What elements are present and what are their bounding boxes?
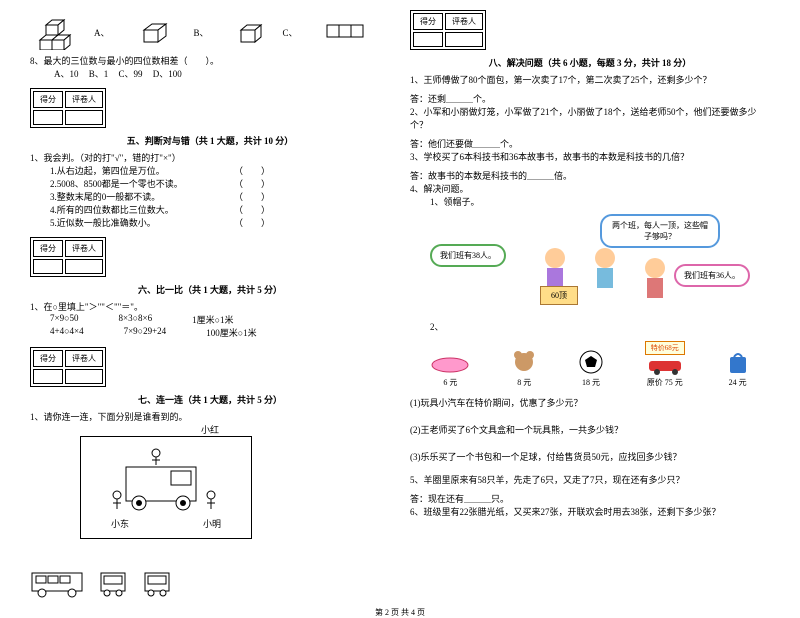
c3: 1厘米○1米	[192, 313, 233, 326]
sec7-lead: 1、请你连一连，下面分别是谁看到的。	[30, 410, 390, 423]
scene-box: 小东 小明	[80, 436, 252, 539]
q6: 6、班级里有22张腊光纸，又买来27张，开联欢会时用去38张，还剩下多少张？	[410, 505, 770, 518]
cube-b	[138, 20, 174, 44]
sec6-lead: 1、在○里填上"＞""＜""＝"。	[30, 300, 390, 313]
sec6-title: 六、比一比（共 1 大题，共计 5 分）	[30, 283, 390, 296]
right-col: 得分评卷人 八、解决问题（共 6 小题，每题 3 分，共计 18 分） 1、王师…	[400, 10, 780, 599]
a5: 答：现在还有＿＿＿只。	[410, 492, 770, 505]
score-box-7: 得分评卷人	[30, 347, 106, 387]
van-scene	[111, 445, 221, 515]
bubble-1: 我们班有38人。	[430, 244, 506, 267]
item-bag: 24 元	[726, 349, 750, 388]
q1: 1、王师傅做了80个面包，第一次卖了17个，第二次卖了25个，还剩多少个？	[410, 73, 770, 86]
sec7-title: 七、连一连（共 1 大题，共计 5 分）	[30, 393, 390, 406]
q8-opts: A、10 B、1 C、99 D、100	[30, 67, 390, 80]
child-3	[630, 254, 680, 304]
sec6-row2: 4+4○4×4 7×9○29+24 100厘米○1米	[30, 326, 390, 339]
score-box-6: 得分评卷人	[30, 237, 106, 277]
c4: 4+4○4×4	[50, 326, 84, 339]
opt-b: B、	[194, 26, 209, 39]
sec6-row1: 7×9○50 8×3○8×6 1厘米○1米	[30, 313, 390, 326]
q8-stem: 8、最大的三位数与最小的四位数相差（ ）。	[30, 54, 390, 67]
q4-options: A、 B、 C、	[30, 14, 390, 50]
cube-c	[237, 20, 263, 44]
sec5-title: 五、判断对与错（共 1 大题，共计 10 分）	[30, 134, 390, 147]
c5: 7×9○29+24	[124, 326, 167, 339]
cube-stack-a	[30, 14, 74, 50]
kid-top-label: 小红	[30, 423, 390, 436]
q8-b: B、1	[89, 69, 109, 79]
j3: 3.整数末尾的0一般都不读。	[50, 190, 160, 203]
a2: 答：他们还要做＿＿＿个。	[410, 137, 770, 150]
score-box-8: 得分评卷人	[410, 10, 486, 50]
bubble-2: 两个班，每人一顶，这些帽子够吗？	[600, 214, 720, 248]
paren: （ ）	[234, 164, 270, 177]
hat-scene: 我们班有38人。 两个班，每人一顶，这些帽子够吗？ 我们班有36人。 60顶	[410, 214, 770, 314]
j5: 5.近似数一般比准确数小。	[50, 216, 156, 229]
score-box-5: 得分评卷人	[30, 88, 106, 128]
q4-2: 2、	[410, 320, 770, 333]
q8-c: C、99	[119, 69, 143, 79]
bus-front	[98, 569, 128, 599]
q4: 4、解决问题。	[410, 182, 770, 195]
sec5-items: 1.从右边起，第四位是万位。（ ） 2.5008、8500都是一个零也不读。（ …	[30, 164, 390, 229]
q5: 5、羊圈里原来有58只羊，先走了6只，又走了7只，现在还有多少只？	[410, 473, 770, 486]
c6: 100厘米○1米	[206, 326, 256, 339]
page: A、 B、 C、 8、最大的三位数与最小的四位数相差（ ）。 A、10 B、1 …	[0, 0, 800, 603]
j4: 4.所有的四位数都比三位数大。	[50, 203, 174, 216]
left-col: A、 B、 C、 8、最大的三位数与最小的四位数相差（ ）。 A、10 B、1 …	[20, 10, 400, 599]
bus-views	[30, 569, 172, 599]
q8-a: A、10	[54, 69, 79, 79]
item-ball: 18 元	[578, 349, 604, 388]
item-row: 6 元 8 元 18 元 特价68元原价 75 元 24 元	[410, 341, 770, 388]
child-2	[580, 244, 630, 294]
sub1: (1)玩具小汽车在特价期间，优惠了多少元？	[410, 396, 770, 409]
sec8-title: 八、解决问题（共 6 小题，每题 3 分，共计 18 分）	[410, 56, 770, 69]
q2: 2、小军和小丽做灯笼，小军做了21个，小丽做了18个，送给老师50个，他们还要做…	[410, 105, 770, 131]
sec5-lead: 1、我会判。（对的打"√"，错的打"×"）	[30, 151, 390, 164]
page-footer: 第 2 页 共 4 页	[0, 607, 800, 618]
bus-side	[30, 569, 84, 599]
kid-right: 小明	[203, 517, 221, 530]
bubble-3: 我们班有36人。	[674, 264, 750, 287]
a1: 答：还剩＿＿＿个。	[410, 92, 770, 105]
opt-c: C、	[283, 26, 298, 39]
bus-back	[142, 569, 172, 599]
item-car: 特价68元原价 75 元	[645, 341, 685, 388]
j1: 1.从右边起，第四位是万位。	[50, 164, 165, 177]
three-squares	[326, 24, 366, 40]
score-label: 得分	[33, 91, 63, 108]
grader-label: 评卷人	[65, 91, 103, 108]
sub2: (2)王老师买了6个文具盒和一个玩具熊，一共多少钱？	[410, 423, 770, 436]
j2: 2.5008、8500都是一个零也不读。	[50, 177, 183, 190]
item-pencilbox: 6 元	[430, 355, 470, 388]
a3: 答：故事书的本数是科技书的＿＿＿倍。	[410, 169, 770, 182]
q4-1: 1、领帽子。	[410, 195, 770, 208]
item-bear: 8 元	[511, 349, 537, 388]
q3: 3、学校买了6本科技书和36本故事书，故事书的本数是科技书的几倍？	[410, 150, 770, 163]
opt-a: A、	[94, 26, 110, 39]
q8-d: D、100	[153, 69, 182, 79]
kid-left: 小东	[111, 517, 129, 530]
hat-box: 60顶	[540, 286, 578, 305]
c2: 8×3○8×6	[119, 313, 153, 326]
sub3: (3)乐乐买了一个书包和一个足球，付给售货员50元，应找回多少钱？	[410, 450, 770, 463]
c1: 7×9○50	[50, 313, 79, 326]
